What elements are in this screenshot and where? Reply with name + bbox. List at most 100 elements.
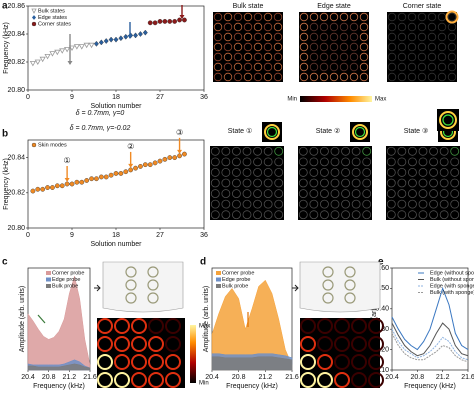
resonator [397, 157, 407, 167]
resonator [273, 42, 283, 52]
schematic-ring [344, 266, 356, 278]
resonator [233, 32, 243, 42]
resonator [320, 146, 329, 156]
resonator [437, 42, 447, 52]
heat-ring [131, 318, 147, 334]
resonator [263, 12, 273, 22]
resonator [447, 12, 457, 22]
resonator [418, 199, 428, 209]
resonator [387, 52, 397, 62]
y-tick-label: 20.84 [7, 31, 25, 38]
resonator [397, 178, 407, 188]
resonator [349, 22, 359, 32]
point [83, 42, 90, 49]
resonator [253, 12, 263, 22]
resonator [253, 157, 262, 167]
resonator [221, 157, 231, 167]
point [182, 17, 187, 23]
point [29, 61, 36, 67]
resonator [408, 157, 417, 167]
resonator [263, 199, 273, 209]
point [103, 38, 109, 44]
point [177, 153, 182, 159]
y-tick-label: 20.86 [7, 3, 25, 10]
resonator [299, 42, 309, 52]
resonator [439, 146, 449, 156]
resonator [274, 157, 284, 167]
resonator [274, 178, 284, 188]
legend-label: Bulk (with sponge) [430, 290, 474, 296]
resonator [242, 199, 252, 209]
colorbar-label: Min [287, 97, 297, 103]
point [34, 59, 41, 66]
resonator [263, 178, 273, 188]
resonator [223, 72, 233, 82]
heat-ring [114, 318, 130, 334]
resonator [408, 199, 417, 209]
resonator [274, 168, 284, 177]
x-tick-label: 21.2 [436, 374, 450, 381]
resonator [210, 146, 220, 156]
resonator [232, 199, 241, 209]
legend-label: Edge states [38, 15, 67, 21]
point [49, 51, 56, 57]
resonator [386, 189, 396, 198]
resonator [309, 189, 319, 198]
panel-label: a [2, 1, 8, 12]
resonator [309, 62, 319, 72]
point [45, 185, 50, 190]
heat-ring [114, 372, 130, 388]
resonator [450, 146, 460, 156]
resonator [362, 210, 372, 220]
resonator [320, 189, 329, 198]
heat-map [300, 318, 380, 388]
resonator [232, 210, 241, 220]
y-tick-label: 0.60 [375, 265, 389, 272]
resonator [233, 42, 243, 52]
resonator [309, 72, 319, 82]
resonator [223, 62, 233, 72]
resonator [329, 22, 339, 32]
inset-ring [354, 126, 366, 138]
point [123, 169, 129, 175]
legend-label: Skin modes [38, 142, 67, 148]
y-tick-label: 0.40 [375, 306, 389, 313]
y-tick-label: 20.80 [7, 225, 25, 232]
x-tick-label: 9 [70, 94, 74, 101]
point [59, 48, 66, 54]
resonator [447, 32, 457, 42]
y-tick-label: 0.20 [375, 346, 389, 353]
resonator [362, 178, 372, 188]
map-title: Corner state [403, 3, 442, 10]
resonator [273, 32, 283, 42]
x-tick-label: 21.6 [285, 374, 299, 381]
resonator [263, 210, 273, 220]
resonator [397, 146, 407, 156]
resonator [427, 62, 437, 72]
resonator [232, 157, 241, 167]
resonator [309, 52, 319, 62]
y-tick-label: 0.50 [375, 285, 389, 292]
resonator [319, 52, 329, 62]
point [128, 167, 134, 173]
schematic [299, 261, 381, 313]
resonator [437, 72, 447, 82]
resonator [427, 72, 437, 82]
resonator [417, 62, 427, 72]
resonator [223, 32, 233, 42]
resonator [243, 22, 253, 32]
resonator [397, 32, 407, 42]
resonator [397, 22, 407, 32]
resonator [408, 168, 417, 177]
inset-ring [442, 114, 454, 126]
heat-ring [334, 354, 350, 370]
resonator [319, 12, 329, 22]
resonator [351, 157, 361, 167]
resonator [299, 72, 309, 82]
resonator [309, 42, 319, 52]
heat-ring [351, 372, 367, 388]
resonator [386, 157, 396, 167]
resonator [320, 210, 329, 220]
line [391, 322, 469, 357]
arrow-head [67, 61, 73, 65]
